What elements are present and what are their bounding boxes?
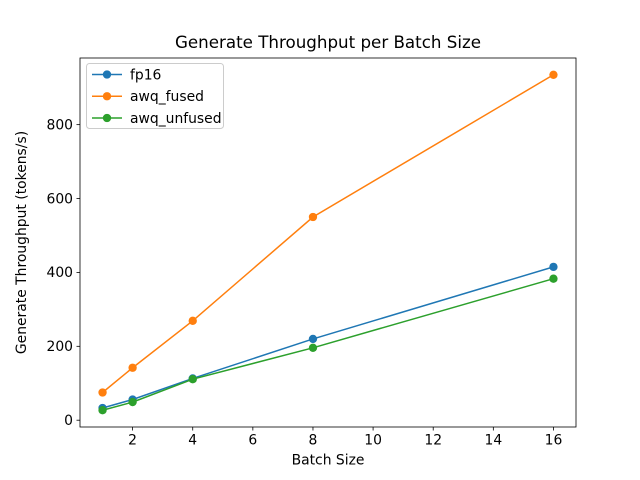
- x-axis-label: Batch Size: [292, 453, 365, 469]
- series-line-awq_unfused: [102, 277, 554, 411]
- y-tick-label: 400: [46, 265, 73, 281]
- x-tick-label: 8: [309, 433, 318, 449]
- legend-marker-sample: [102, 113, 112, 123]
- x-tick-label: 16: [545, 433, 563, 449]
- data-point-awq_unfused: [188, 375, 197, 384]
- data-point-awq_unfused: [98, 406, 107, 415]
- legend-entry-label: fp16: [130, 67, 161, 83]
- legend-marker-sample: [102, 92, 112, 101]
- legend-marker-sample: [102, 70, 112, 79]
- data-point-awq_fused: [188, 316, 197, 325]
- data-point-awq_unfused: [308, 343, 318, 352]
- y-tick-label: 0: [64, 413, 73, 429]
- y-axis-label: Generate Throughput (tokens/s): [14, 131, 30, 354]
- data-point-awq_fused: [128, 363, 137, 372]
- x-tick-label: 14: [484, 433, 502, 449]
- data-point-awq_unfused: [128, 397, 137, 407]
- data-point-awq_fused: [98, 388, 107, 397]
- data-point-fp16: [308, 334, 318, 344]
- legend-entry-label: awq_fused: [130, 89, 204, 105]
- x-tick-label: 4: [188, 433, 197, 449]
- data-point-fp16: [549, 262, 558, 272]
- legend-entry-label: awq_unfused: [130, 111, 222, 127]
- x-tick-label: 6: [248, 433, 257, 449]
- legend-box: [86, 63, 224, 129]
- chart-title: Generate Throughput per Batch Size: [175, 32, 481, 52]
- plot-area: 2 4 6 8 10 12 14 16 0 200 400 600 800 fp16 awq_fusedaw…: [46, 57, 577, 449]
- x-tick-label: 12: [424, 433, 442, 449]
- y-tick-label: 800: [46, 117, 73, 133]
- plot-border: [79, 57, 577, 428]
- y-tick-label: 600: [46, 191, 73, 207]
- x-tick-label: 10: [364, 433, 382, 449]
- data-point-awq_fused: [308, 212, 318, 222]
- series-line-fp16: [102, 266, 554, 409]
- data-point-awq_unfused: [549, 274, 558, 283]
- x-tick-label: 2: [128, 433, 137, 449]
- y-tick-label: 200: [46, 339, 73, 355]
- data-point-awq_fused: [549, 70, 558, 79]
- legend: fp16 awq_fused awq_unfused: [86, 63, 224, 129]
